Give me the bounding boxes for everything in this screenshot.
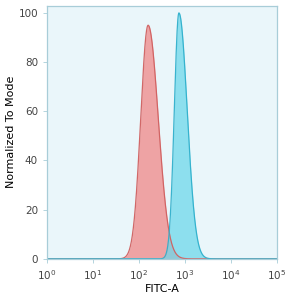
Y-axis label: Normalized To Mode: Normalized To Mode bbox=[6, 76, 15, 188]
X-axis label: FITC-A: FITC-A bbox=[145, 284, 179, 294]
